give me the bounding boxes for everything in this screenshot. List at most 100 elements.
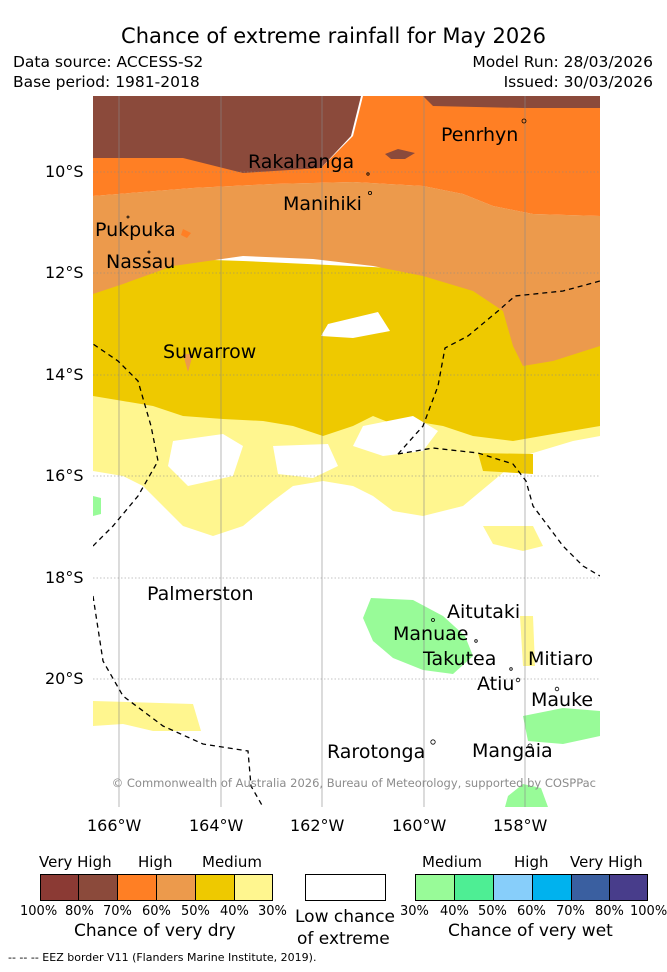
zone-medium-wet-30 [93,496,101,516]
lat-label-20s: 20°S [45,669,84,688]
legend-swatch-wet-70 [571,874,610,901]
island-outline [430,739,436,745]
zone-medium-wet-30 [523,708,600,744]
legend-wet-tick: 70% [556,904,585,919]
island-outline [147,250,151,254]
legend-wet-high: High [514,853,549,871]
rainfall-map: Penrhyn Rakahanga Manihiki Pukpuka Nassa… [93,96,600,807]
suwarrow-marker [183,354,193,372]
legend-swatch-wet-40 [454,874,494,901]
legend-swatch-wet-50 [493,874,533,901]
model-run: Model Run: 28/03/2026 [472,53,653,71]
zone-medium-dry-40 [483,526,543,551]
legend-wet-medium: Medium [422,853,482,871]
lon-label-158w: 158°W [493,816,548,835]
legend-swatch-dry-100 [40,874,79,901]
lat-label-16s: 16°S [45,466,84,485]
lon-label-164w: 164°W [189,816,244,835]
place-label-mangaia: Mangaia [472,740,553,762]
zone-very-high-dry-80 [385,149,415,159]
copyright-notice: © Commonwealth of Australia 2026, Bureau… [111,776,596,790]
place-label-suwarrow: Suwarrow [163,341,257,363]
place-label-nassau: Nassau [106,251,176,273]
eez-border [93,280,600,807]
lon-label-166w: 166°W [87,816,142,835]
place-label-palmerston: Palmerston [147,583,254,605]
island-outline [515,677,521,683]
legend-swatch-dry-70 [117,874,157,901]
data-source: Data source: ACCESS-S2 [13,53,204,71]
legend-wet-tick: 40% [440,904,469,919]
legend-swatch-dry-40 [234,874,273,901]
chart-title: Chance of extreme rainfall for May 2026 [121,24,546,48]
zone-medium-dry-50 [478,453,533,474]
legend-swatch-wet-60 [532,874,572,901]
island-outline [554,686,560,692]
legend-dry-tick: 30% [258,904,287,919]
place-label-rakahanga: Rakahanga [248,151,355,173]
place-label-mitiaro: Mitiaro [528,648,594,670]
legend-dry-tick: 70% [103,904,132,919]
zone-medium-wet-30 [363,598,473,674]
island-outline [431,618,435,622]
zone-low-chance [353,416,438,456]
legend-low-caption-line2: of extreme [297,929,390,949]
legend-dry-tick: 60% [142,904,171,919]
eez-border-line [397,280,600,455]
zone-medium-wet-30 [505,784,548,807]
legend-swatch-wet-80 [609,874,648,901]
graticule [93,96,600,807]
eez-border-note: -- -- -- EEZ border V11 (Flanders Marine… [8,951,317,964]
legend-low-caption-line1: Low chance [295,907,395,927]
legend-wet-caption: Chance of very wet [448,921,613,941]
island-outline [509,667,513,671]
place-label-atiu: Atiu [477,673,515,695]
island-outlines [126,118,560,749]
zone-very-high-dry-80 [423,96,600,108]
zone-high-dry-70 [93,96,600,216]
issued-date: Issued: 30/03/2026 [503,73,653,91]
legend-dry-tick: 80% [65,904,94,919]
lat-label-18s: 18°S [45,568,84,587]
place-label-penrhyn: Penrhyn [441,124,519,146]
legend-wet-tick: 30% [400,904,429,919]
base-period: Base period: 1981-2018 [13,73,200,91]
zone-very-high-dry-80 [93,96,361,173]
map-canvas [93,96,600,807]
place-label-takutea: Takutea [423,648,497,670]
island-outline [527,743,533,749]
zone-medium-dry-40 [520,616,535,666]
legend-dry-caption: Chance of very dry [74,921,236,941]
island-outline [126,215,130,219]
legend-wet-tick: 80% [595,904,624,919]
legend-dry-tick: 40% [220,904,249,919]
zone-medium-dry-40 [93,701,201,731]
island-outline [366,172,370,176]
island-outline [367,191,372,196]
place-label-mauke: Mauke [531,689,594,711]
place-label-manuae: Manuae [393,623,469,645]
zone-high-dry-60 [93,182,600,366]
island-outline [521,118,527,124]
legend-dry-tick: 50% [181,904,210,919]
lat-label-12s: 12°S [45,263,84,282]
legend-wet-tick: 60% [517,904,546,919]
legend-wet-very-high: Very High [570,853,643,871]
legend-dry-high: High [138,853,173,871]
legend-swatch-dry-60 [156,874,196,901]
legend-swatch-wet-30 [415,874,455,901]
zone-low-chance [321,312,390,338]
island-outline [474,639,478,643]
legend-dry-medium: Medium [202,853,262,871]
legend-swatch-low [305,874,386,901]
place-label-pukpuka: Pukpuka [95,219,176,241]
place-label-manihiki: Manihiki [283,193,362,215]
zone-medium-dry-50 [93,256,600,441]
lat-label-14s: 14°S [45,365,84,384]
zone-high-dry-70 [181,229,191,238]
place-label-rarotonga: Rarotonga [327,741,426,763]
zone-low-chance [168,434,243,486]
legend-wet-tick: 100% [630,904,667,919]
legend-dry-very-high: Very High [39,853,112,871]
place-label-aitutaki: Aitutaki [447,601,521,623]
